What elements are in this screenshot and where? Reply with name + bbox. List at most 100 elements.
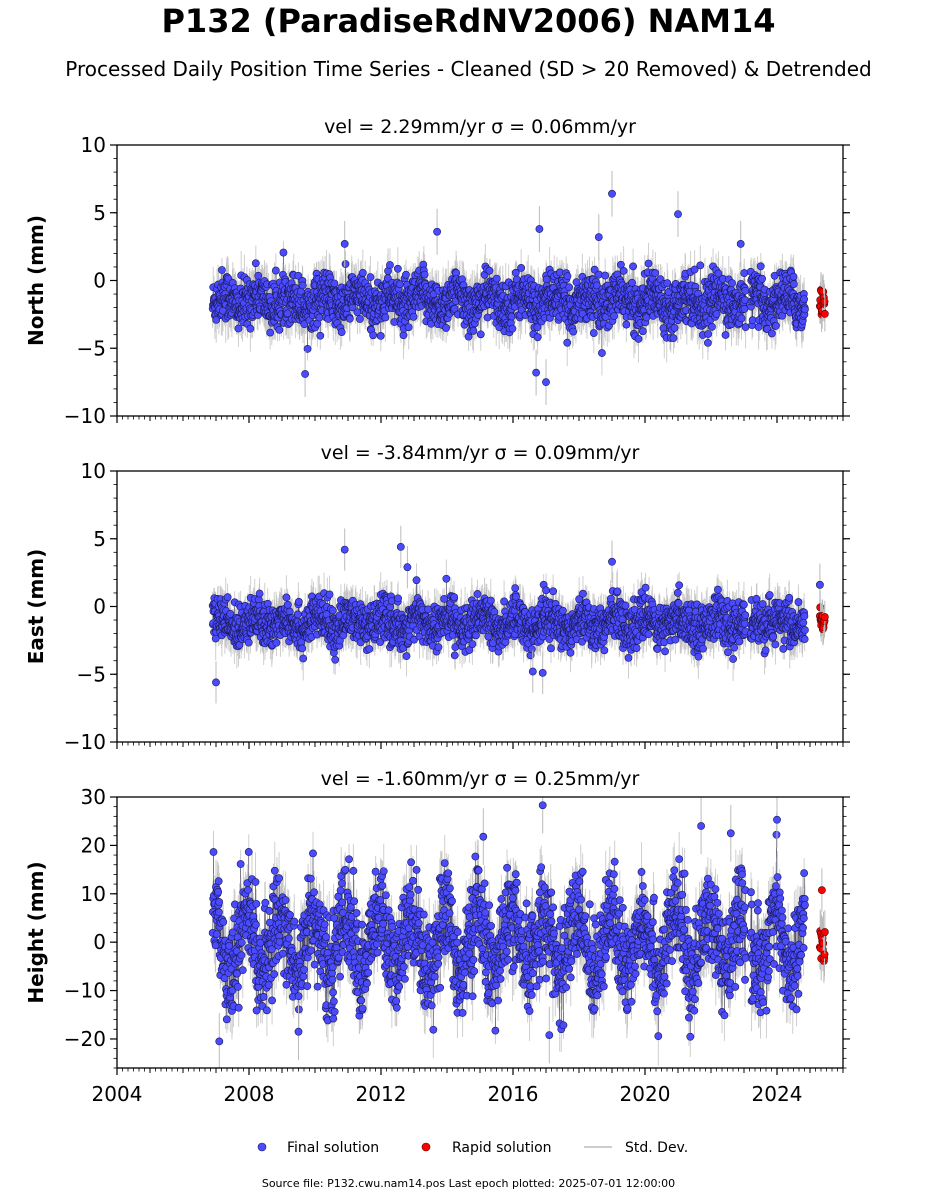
final-solution-point [754, 323, 763, 331]
final-solution-point [254, 271, 263, 280]
final-solution-point [634, 335, 643, 343]
east-data [208, 525, 829, 704]
final-solution-point [569, 327, 578, 336]
final-solution-point [393, 264, 402, 273]
final-solution-point [638, 327, 647, 336]
final-solution-point [246, 324, 255, 333]
final-solution-point [279, 248, 288, 257]
panel-north: vel = 2.29mm/yr σ = 0.06mm/yr North (mm) −… [24, 116, 850, 428]
final-solution-point [598, 349, 606, 357]
final-solution-point [433, 227, 441, 236]
final-solution-point [690, 265, 699, 274]
final-solution-point [340, 240, 349, 248]
final-solution-point [402, 270, 410, 279]
final-solution-point [358, 268, 367, 277]
final-solution-point [492, 274, 501, 283]
final-solution-point [303, 344, 312, 353]
final-solution-point [450, 304, 459, 313]
final-solution-point [300, 320, 309, 329]
final-solution-point [535, 225, 544, 233]
final-solution-point [592, 281, 601, 290]
ytick-label: −5 [77, 336, 106, 360]
final-solution-point [251, 259, 260, 268]
final-solution-point [651, 269, 660, 277]
ytick-label: −10 [64, 404, 106, 428]
final-solution-point [608, 189, 616, 198]
final-solution-point [533, 323, 542, 332]
final-solution-point [758, 274, 767, 283]
final-solution-point [283, 309, 292, 318]
final-solution-point [628, 278, 636, 287]
final-solution-point [212, 316, 221, 324]
final-solution-point [485, 266, 494, 275]
final-solution-point [381, 313, 390, 322]
final-solution-point [542, 378, 550, 387]
final-solution-point [740, 304, 749, 313]
final-solution-point [663, 279, 672, 288]
final-solution-point [409, 312, 418, 321]
final-solution-point [369, 331, 378, 340]
final-solution-point [741, 323, 750, 332]
final-solution-point [737, 314, 746, 323]
final-solution-point [767, 329, 776, 338]
final-solution-point [469, 326, 478, 335]
final-solution-point [366, 273, 375, 282]
final-solution-point [622, 320, 631, 329]
final-solution-point [316, 331, 325, 340]
final-solution-point [271, 266, 280, 275]
final-solution-point [590, 265, 599, 274]
final-solution-point [442, 324, 450, 332]
final-solution-point [476, 330, 485, 339]
final-solution-point [517, 264, 526, 272]
final-solution-point [294, 271, 303, 280]
final-solution-point [337, 328, 346, 336]
final-solution-point [507, 312, 516, 321]
final-solution-point [712, 310, 721, 318]
final-solution-point [386, 261, 394, 269]
final-solution-point [704, 330, 713, 338]
final-solution-point [301, 370, 309, 378]
ytick-label: 5 [93, 201, 106, 225]
final-solution-point [266, 328, 275, 337]
final-solution-point [341, 260, 350, 268]
final-solution-point [669, 334, 678, 343]
final-solution-point [594, 233, 603, 242]
final-solution-point [674, 210, 682, 219]
final-solution-point [420, 270, 429, 279]
final-solution-point [610, 312, 619, 321]
rapid-solution-point [820, 309, 829, 318]
final-solution-point [399, 331, 408, 340]
final-solution-point [532, 368, 540, 377]
east-panel-title: vel = -3.84mm/yr σ = 0.09mm/yr [321, 442, 640, 464]
final-solution-point [789, 280, 798, 288]
final-solution-point [404, 323, 413, 332]
final-solution-point [736, 240, 745, 248]
final-solution-point [395, 280, 404, 289]
final-solution-point [345, 314, 354, 323]
final-solution-point [234, 324, 243, 333]
final-solution-point [728, 279, 736, 288]
east-ylabel: East (mm) [24, 549, 48, 665]
final-solution-point [704, 339, 712, 347]
final-solution-point [508, 324, 517, 333]
final-solution-point [275, 325, 284, 334]
final-solution-point [772, 321, 780, 330]
final-solution-point [376, 331, 385, 340]
final-solution-point [741, 286, 750, 295]
final-solution-point [748, 316, 757, 325]
final-solution-point [670, 323, 679, 332]
final-solution-point [218, 266, 226, 274]
final-solution-point [800, 295, 809, 304]
final-solution-point [789, 272, 798, 281]
north-panel-title: vel = 2.29mm/yr σ = 0.06mm/yr [324, 116, 636, 138]
ytick-label: 10 [81, 133, 106, 157]
final-solution-point [533, 333, 542, 342]
ytick-label: 0 [93, 269, 106, 293]
final-solution-point [629, 262, 637, 271]
final-solution-point [644, 259, 653, 268]
final-solution-point [298, 281, 307, 290]
final-solution-point [801, 305, 809, 314]
north-ylabel: North (mm) [24, 215, 48, 346]
final-solution-point [589, 329, 598, 337]
